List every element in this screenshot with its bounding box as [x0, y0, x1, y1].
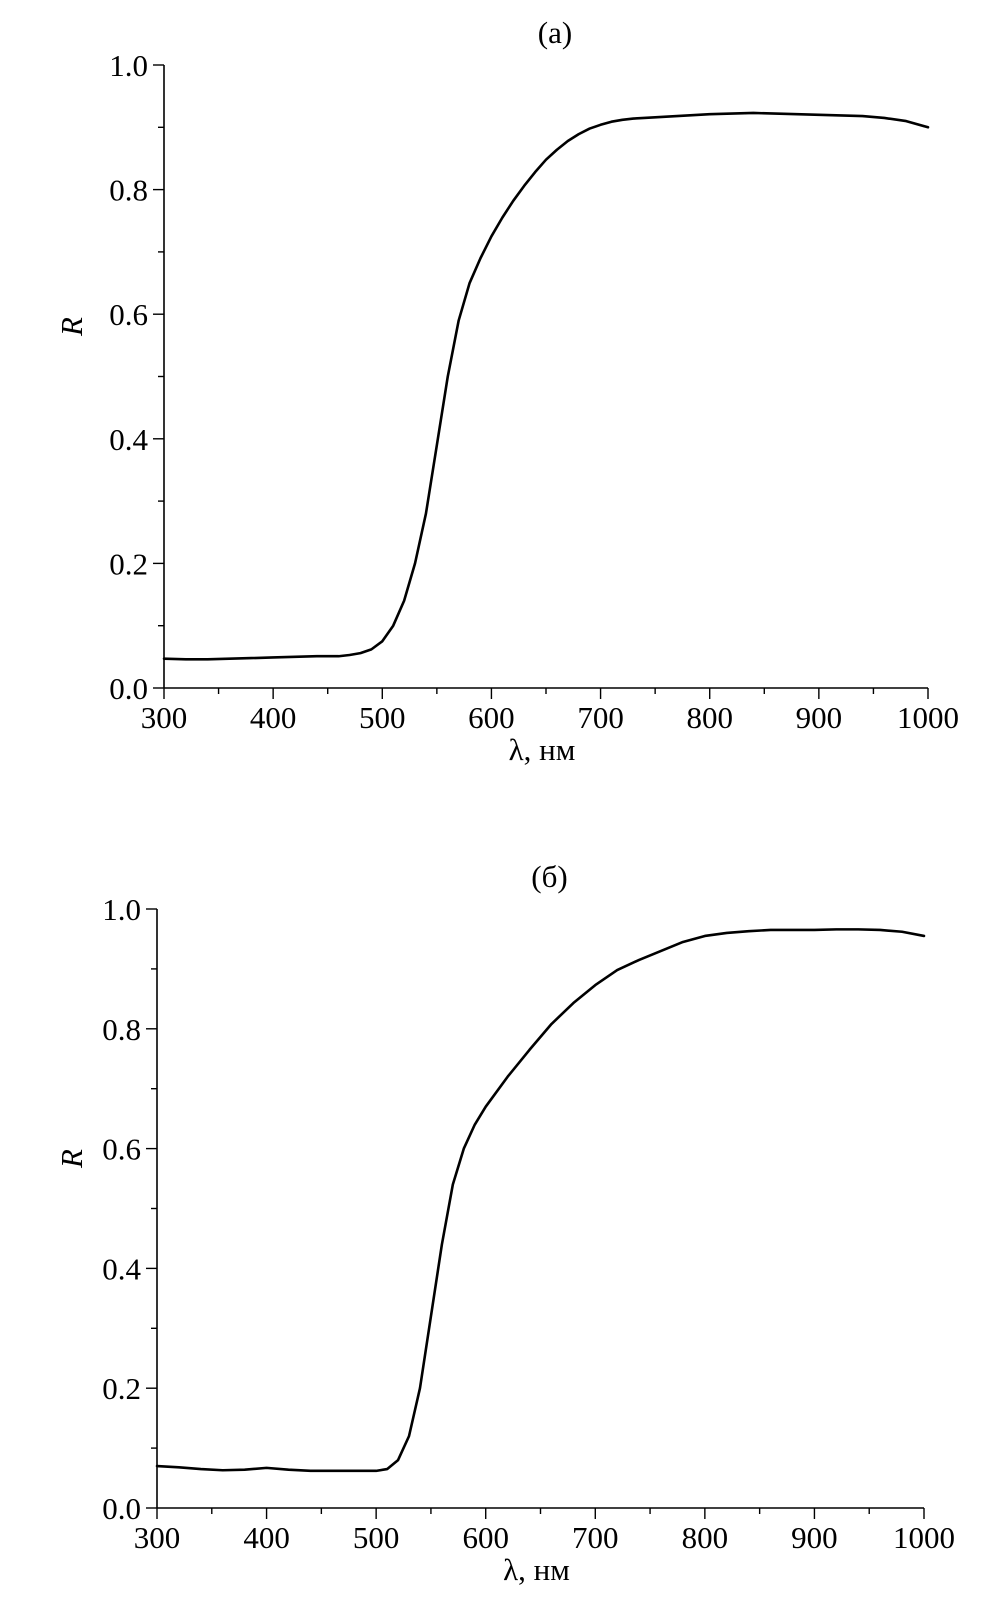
x-tick-label-b-6: 900 — [791, 1520, 838, 1555]
x-tick-label-a-3: 600 — [468, 700, 515, 735]
y-axis-title-b: R — [54, 1149, 89, 1169]
y-tick-label-a-5: 1.0 — [109, 48, 148, 83]
x-tick-label-a-5: 800 — [686, 700, 733, 735]
y-tick-label-b-1: 0.2 — [102, 1371, 141, 1406]
x-tick-label-b-7: 1000 — [893, 1520, 955, 1555]
y-tick-label-a-1: 0.2 — [109, 546, 148, 581]
y-tick-label-b-4: 0.8 — [102, 1012, 141, 1047]
x-axis-title-b: λ, нм — [503, 1552, 570, 1587]
y-tick-label-b-5: 1.0 — [102, 892, 141, 927]
data-series-line-a-0 — [162, 111, 930, 661]
panel-title-a: (a) — [538, 15, 572, 50]
chart-panel-a: 300 400 500 600 700 800 900 1000 0.0 0.2 0.4 0.6 0.8… — [54, 15, 959, 767]
x-tick-label-b-4: 700 — [572, 1520, 619, 1555]
y-axis-title-a: R — [54, 317, 89, 337]
x-tick-label-a-4: 700 — [577, 700, 624, 735]
y-tick-label-b-3: 0.6 — [102, 1132, 141, 1167]
y-tick-label-b-0: 0.0 — [102, 1491, 141, 1526]
y-tick-label-a-3: 0.6 — [109, 297, 148, 332]
y-tick-label-a-0: 0.0 — [109, 671, 148, 706]
x-tick-label-b-3: 600 — [462, 1520, 509, 1555]
y-tick-label-a-4: 0.8 — [109, 173, 148, 208]
x-tick-label-b-1: 400 — [243, 1520, 290, 1555]
x-tick-label-a-7: 1000 — [897, 700, 959, 735]
x-tick-label-a-2: 500 — [359, 700, 406, 735]
x-tick-label-a-6: 900 — [796, 700, 843, 735]
chart-panel-b: 300 400 500 600 700 800 900 1000 0.0 0.2 0.4 0.6 0.8… — [54, 859, 955, 1587]
x-tick-label-b-5: 800 — [682, 1520, 729, 1555]
y-tick-label-a-2: 0.4 — [109, 422, 148, 457]
x-axis-title-a: λ, нм — [509, 732, 576, 767]
x-tick-label-b-2: 500 — [353, 1520, 400, 1555]
panel-title-b: (б) — [531, 859, 567, 894]
data-series-line-b-0 — [155, 928, 926, 1473]
x-tick-label-b-0: 300 — [134, 1520, 181, 1555]
y-tick-label-b-2: 0.4 — [102, 1251, 141, 1286]
x-tick-label-a-1: 400 — [250, 700, 297, 735]
x-tick-label-a-0: 300 — [141, 700, 188, 735]
